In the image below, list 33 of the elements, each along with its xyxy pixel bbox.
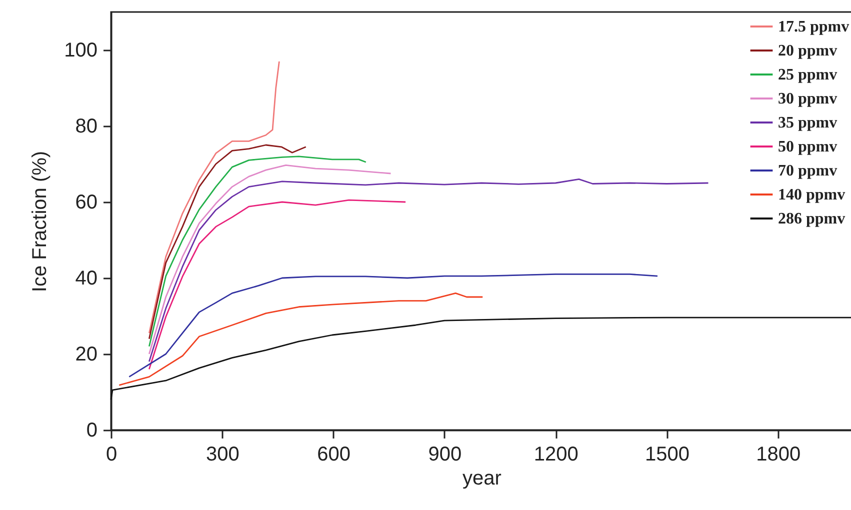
- x-axis-title: year: [462, 468, 502, 490]
- line-series: [148, 199, 406, 370]
- legend-label: 50 ppmv: [778, 138, 838, 156]
- line-series: [148, 144, 307, 340]
- y-tick-label: 0: [86, 420, 98, 442]
- line-series: [128, 274, 658, 378]
- x-tick-label: 1800: [756, 444, 801, 466]
- x-tick-label: 0: [106, 444, 118, 466]
- legend-label: 140 ppmv: [778, 186, 846, 204]
- line-series: [148, 60, 280, 334]
- x-tick-label: 1200: [534, 444, 578, 466]
- y-tick-label: 20: [75, 344, 98, 366]
- y-tick-label: 100: [64, 40, 98, 62]
- line-series: [148, 156, 367, 348]
- legend-label: 70 ppmv: [778, 162, 838, 180]
- legend-label: 20 ppmv: [778, 42, 838, 60]
- line-series: [118, 292, 484, 386]
- line-series: [148, 178, 709, 362]
- y-axis-title: Ice Fraction (%): [29, 150, 52, 292]
- y-tick-label: 80: [75, 116, 98, 138]
- legend-label: 35 ppmv: [778, 114, 838, 132]
- legend-label: 286 ppmv: [778, 210, 846, 228]
- x-tick-label: 600: [317, 444, 350, 466]
- y-tick-label: 60: [75, 192, 98, 214]
- line-series: [148, 164, 392, 355]
- x-tick-label: 900: [428, 444, 462, 466]
- x-tick-label: 1500: [645, 444, 690, 466]
- legend-label: 17.5 ppmv: [778, 18, 850, 36]
- legend-label: 30 ppmv: [778, 90, 838, 108]
- line-series: [110, 316, 851, 400]
- legend-label: 25 ppmv: [778, 66, 838, 84]
- x-tick-label: 300: [206, 444, 240, 466]
- y-tick-label: 40: [75, 268, 98, 290]
